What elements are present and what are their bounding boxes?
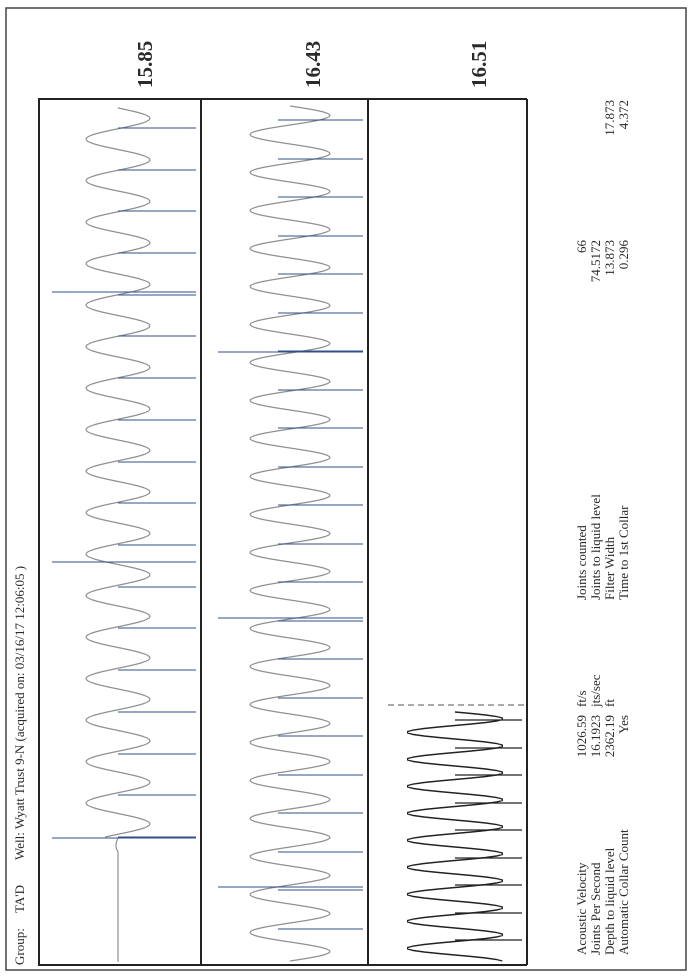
param-unit-joints-per-second: jts/sec bbox=[588, 674, 603, 708]
param-label-time-to-1st-collar: Time to 1st Collar bbox=[616, 505, 631, 600]
param-label-automatic-collar-count: Automatic Collar Count bbox=[616, 829, 631, 955]
panel-frame-1 bbox=[38, 98, 202, 966]
trace-panels bbox=[38, 98, 528, 966]
params-right-table: Joints counted 66 Joints to liquid level… bbox=[574, 100, 631, 600]
param-value-time-to-1st-collar: 0.296 bbox=[616, 240, 631, 270]
panel-frame-2 bbox=[200, 98, 369, 966]
waveform-trace-3 bbox=[407, 711, 503, 962]
param-value-automatic-collar-count: Yes bbox=[616, 715, 631, 734]
param-value-joints-per-second: 16.1923 bbox=[588, 715, 603, 757]
param-label-joints-to-liquid-level: Joints to liquid level bbox=[588, 494, 603, 600]
param-unit-depth-to-liquid-level: ft bbox=[602, 699, 617, 707]
waveform-trace-1-tail bbox=[115, 837, 119, 962]
param-label-acoustic-velocity: Acoustic Velocity bbox=[574, 862, 589, 955]
waveform-trace-2 bbox=[249, 105, 331, 962]
outer-frame bbox=[5, 7, 687, 971]
well-info: Well: Wyatt Trust 9-N (acquired on: 03/1… bbox=[12, 566, 27, 860]
panel-label-2: 16.43 bbox=[301, 41, 325, 88]
params-left-table: Acoustic Velocity 1026.59 ft/s Joints Pe… bbox=[574, 674, 631, 955]
param-label-joints-counted: Joints counted bbox=[574, 525, 589, 600]
panel-label-1: 15.85 bbox=[133, 41, 157, 88]
param-label-depth-to-liquid-level: Depth to liquid level bbox=[602, 847, 617, 955]
param-value-filter-width: 13.873 bbox=[602, 240, 617, 276]
waveform-trace-1 bbox=[85, 107, 151, 838]
param-unit-acoustic-velocity: ft/s bbox=[574, 690, 589, 707]
param-value-joints-to-liquid-level: 74.5172 bbox=[588, 240, 603, 282]
group-label: Group: bbox=[12, 928, 27, 965]
param-value-joints-counted: 66 bbox=[574, 240, 589, 254]
group-value: TA'D bbox=[12, 885, 27, 913]
param-value-acoustic-velocity: 1026.59 bbox=[574, 715, 589, 757]
param-label-joints-per-second: Joints Per Second bbox=[588, 862, 603, 955]
panel-label-3: 16.51 bbox=[467, 41, 491, 88]
param-extra-filter-width: 17.873 bbox=[602, 100, 617, 136]
param-value-depth-to-liquid-level: 2362.19 bbox=[602, 715, 617, 757]
param-label-filter-width: Filter Width bbox=[602, 536, 617, 600]
param-extra-time-to-1st-collar: 4.372 bbox=[616, 100, 631, 129]
